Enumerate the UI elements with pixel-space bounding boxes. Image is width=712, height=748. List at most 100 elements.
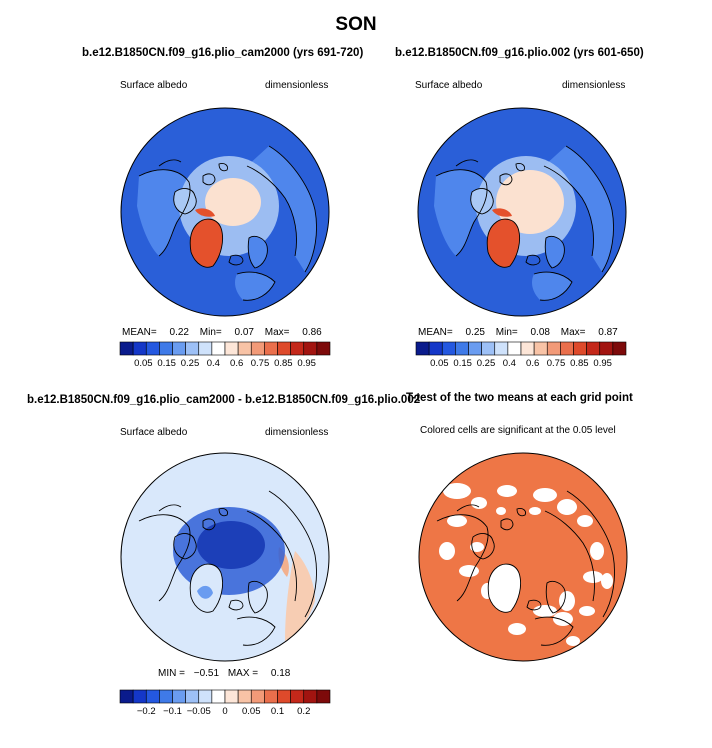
non-significant-cell xyxy=(590,542,604,560)
non-significant-cell xyxy=(583,571,603,583)
archipelago-field xyxy=(470,188,494,214)
colorbar-box xyxy=(277,341,291,356)
panel-3-max-value: 0.18 xyxy=(270,668,291,679)
colorbar-box xyxy=(599,341,614,356)
panel-2-variable: Surface albedo xyxy=(415,80,483,91)
coastlines xyxy=(435,145,614,301)
coastline xyxy=(138,514,191,602)
colorbar-box xyxy=(237,341,252,356)
non-significant-cell xyxy=(471,497,487,509)
coastline xyxy=(268,145,317,273)
colorbar-box xyxy=(533,341,548,356)
colorbar-box xyxy=(185,341,200,356)
ice-cap-field xyxy=(492,208,512,217)
colorbar-box xyxy=(520,341,535,356)
coastline xyxy=(566,490,615,618)
non-significant-cell xyxy=(508,623,526,635)
panel-3-variable: Surface albedo xyxy=(120,427,188,438)
panel-1-mean-label: MEAN= xyxy=(122,327,157,338)
colorbar-tick-label: 0.1 xyxy=(270,706,285,717)
colorbar-box xyxy=(198,341,213,356)
non-significant-cell xyxy=(559,591,575,611)
colorbar-tick-label: 0.95 xyxy=(297,358,316,369)
sea-ice-core xyxy=(205,178,261,226)
colorbar-tick-label: 0.6 xyxy=(230,358,244,369)
colorbar-box xyxy=(198,689,213,704)
colorbar-box xyxy=(428,341,443,356)
land-field xyxy=(544,146,614,272)
coastline xyxy=(247,580,268,614)
coastline xyxy=(487,563,522,613)
land-field xyxy=(247,146,317,272)
greenland-field xyxy=(487,219,520,268)
colorbar-tick-label: 0.85 xyxy=(570,358,589,369)
colorbar-box xyxy=(494,341,509,356)
coastline xyxy=(544,510,595,602)
panel-1-variable: Surface albedo xyxy=(120,80,188,91)
panel-2-colorbar-labels: 0.05 0.15 0.25 0.4 0.6 0.75 0.85 0.95 xyxy=(416,358,626,370)
panel-1-title: b.e12.B1850CN.f09_g16.plio_cam2000 (yrs … xyxy=(82,47,364,59)
colorbar-box xyxy=(316,341,331,356)
colorbar-box xyxy=(303,689,318,704)
colorbar-tick-label: 0.25 xyxy=(180,358,200,369)
non-significant-cell xyxy=(557,499,577,515)
colorbar-tick-label: 0.05 xyxy=(134,358,153,369)
colorbar-tick-label: 0.15 xyxy=(453,358,472,369)
panel-2-min-value: 0.08 xyxy=(530,327,550,338)
coastline xyxy=(236,616,276,646)
panel-1-min-label: Min= xyxy=(199,327,222,338)
colorbar-box xyxy=(132,341,147,356)
coastline xyxy=(456,504,480,512)
colorbar-box xyxy=(586,341,601,356)
coastline xyxy=(158,159,182,167)
colorbar-box xyxy=(224,689,239,704)
non-significant-cell xyxy=(447,515,467,527)
colorbar-box xyxy=(250,689,265,704)
colorbar-tick-label: 0.2 xyxy=(297,706,311,717)
non-significant-cell xyxy=(459,565,479,577)
coastlines xyxy=(138,145,317,301)
coastline xyxy=(543,165,594,257)
coastline xyxy=(533,271,573,301)
map-field xyxy=(121,108,329,316)
colorbar-box xyxy=(159,341,173,356)
coastline xyxy=(455,159,479,167)
coastline xyxy=(470,188,494,215)
sea-ice-core xyxy=(496,170,564,234)
coastline xyxy=(247,235,268,269)
colorbar-tick-label: 0.05 xyxy=(430,358,449,369)
panel-1-stats: MEAN= 0.22 Min= 0.07 Max= 0.86 xyxy=(122,327,322,338)
coastline xyxy=(516,508,526,517)
colorbar-box xyxy=(145,689,160,704)
colorbar-tick-label: 0.4 xyxy=(502,358,516,369)
colorbar-box xyxy=(119,689,134,704)
non-significant-cell xyxy=(529,507,541,515)
coastlines xyxy=(138,490,317,646)
coastline xyxy=(158,504,182,512)
map-boundary xyxy=(120,107,330,317)
panel-3-stats: MIN = −0.51 MAX = 0.18 xyxy=(158,668,290,679)
panel-2-max-label: Max= xyxy=(560,327,586,338)
panel-1-colorbar xyxy=(119,341,331,356)
coastline xyxy=(189,218,224,268)
colorbar-tick-label: 0.75 xyxy=(250,358,270,369)
figure-title: SON xyxy=(335,14,377,35)
coastline xyxy=(202,518,216,531)
greenland-field xyxy=(190,219,223,268)
coastline xyxy=(236,271,276,301)
coastline xyxy=(138,169,191,257)
colorbar-box xyxy=(264,341,278,356)
coastline xyxy=(471,533,495,560)
colorbar-box xyxy=(560,341,574,356)
land-field xyxy=(532,272,572,301)
panel-2-mean-label: MEAN= xyxy=(418,327,453,338)
negative-diff-core xyxy=(197,521,265,569)
panel-3-max-label: MAX = xyxy=(227,668,259,679)
colorbar-box xyxy=(612,341,627,356)
panel-4-title: T-test of the two means at each grid poi… xyxy=(406,392,633,404)
map-field xyxy=(418,108,626,316)
panel-2-colorbar xyxy=(415,341,627,356)
colorbar-box xyxy=(290,689,305,704)
non-significant-cell xyxy=(533,605,557,617)
colorbar-tick-label: 0.4 xyxy=(206,358,220,369)
